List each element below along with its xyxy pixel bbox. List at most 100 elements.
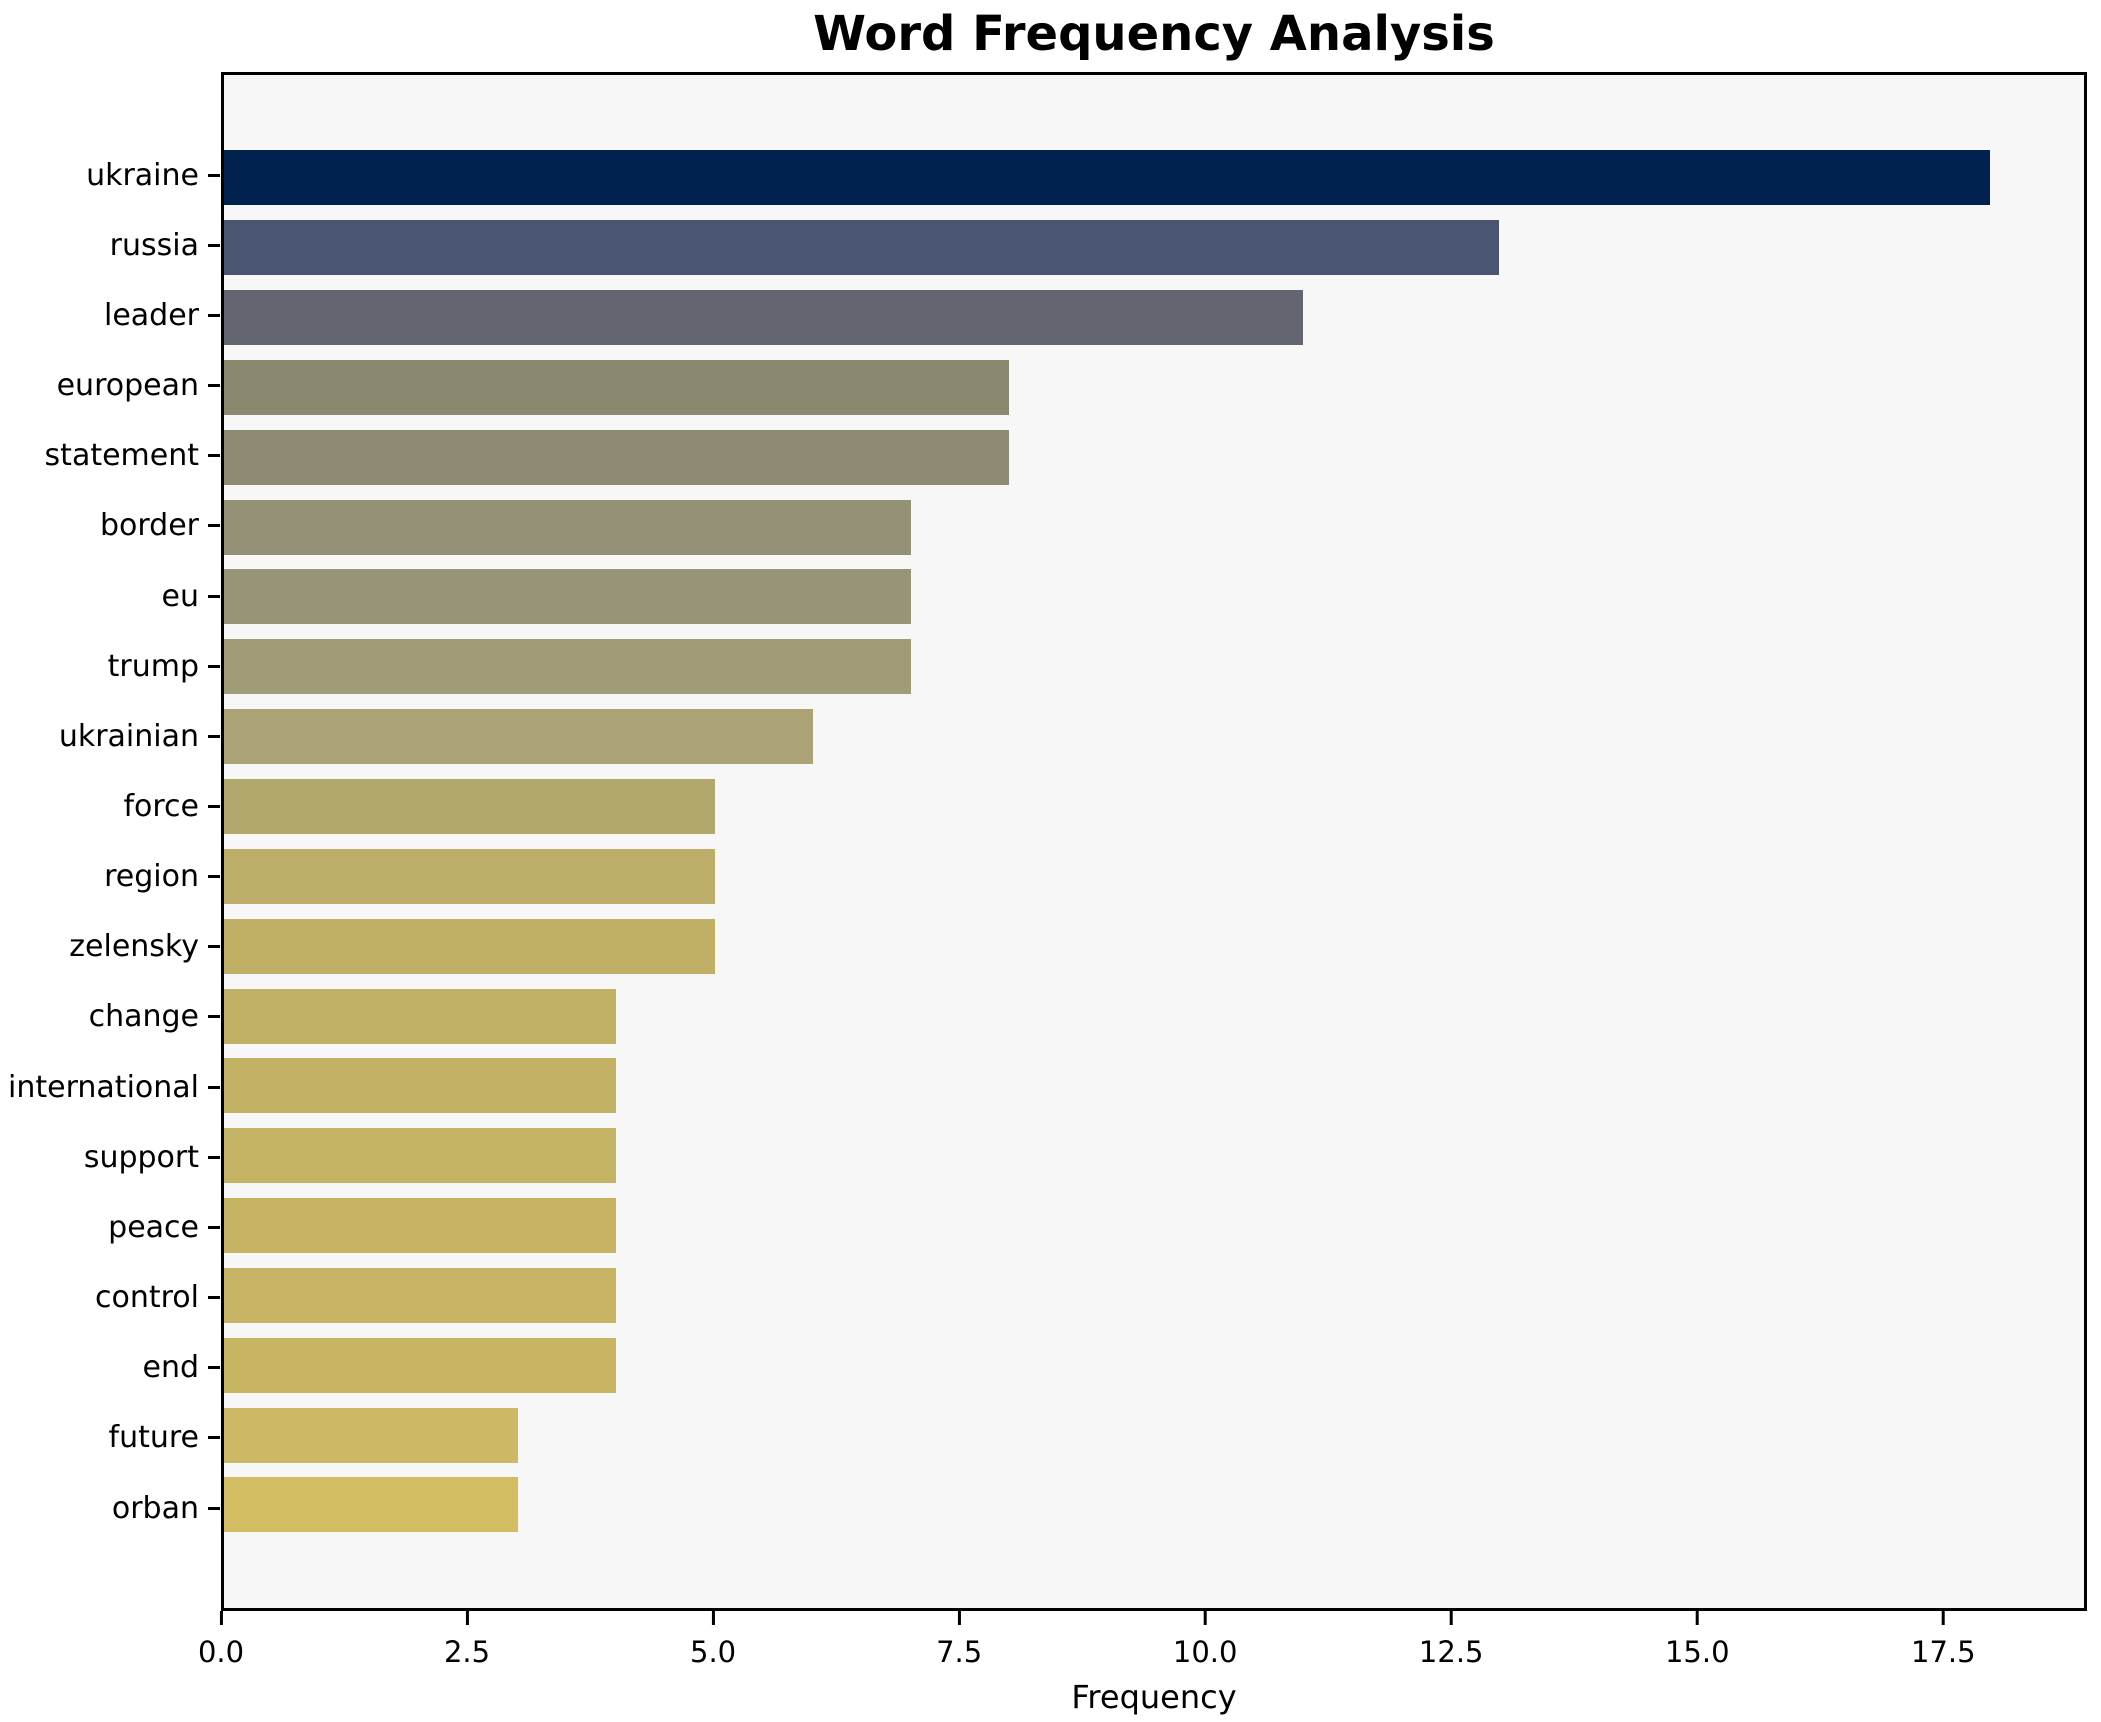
y-tick-label-force: force (123, 788, 199, 824)
y-tick-label-ukraine: ukraine (86, 157, 199, 193)
x-tick-mark (711, 1611, 715, 1625)
y-tick-row: international (0, 1052, 220, 1122)
x-tick: 2.5 (444, 1611, 490, 1669)
bar-ukrainian (224, 709, 813, 765)
y-tick-label-zelensky: zelensky (69, 929, 199, 965)
bar-rows (224, 75, 2084, 1608)
y-tick-mark (208, 664, 220, 668)
y-tick-row: ukrainian (0, 701, 220, 771)
y-tick-mark (208, 1296, 220, 1300)
bar-ukraine (224, 150, 1990, 206)
bar-change (224, 988, 617, 1044)
bar-international (224, 1058, 617, 1114)
x-tick-label: 7.5 (936, 1635, 983, 1669)
y-tick-mark (208, 945, 220, 949)
y-axis-labels: ukraine russia leader european statement bord… (0, 72, 220, 1611)
y-tick-row: zelensky (0, 912, 220, 982)
y-tick-label-leader: leader (103, 297, 199, 333)
bar-row (224, 562, 2084, 632)
bar-row (224, 422, 2084, 492)
y-tick-label-end: end (142, 1350, 199, 1386)
bar-row (224, 1191, 2084, 1261)
x-tick-mark (1449, 1611, 1453, 1625)
bar-row (224, 981, 2084, 1051)
bar-zelensky (224, 918, 715, 974)
y-tick-label-russia: russia (109, 227, 199, 263)
bar-row (224, 213, 2084, 283)
bar-row (224, 1121, 2084, 1191)
bar-end (224, 1337, 617, 1393)
y-tick-label-international: international (8, 1069, 199, 1105)
y-tick-mark (208, 1015, 220, 1019)
y-tick-row: region (0, 842, 220, 912)
bar-row (224, 632, 2084, 702)
bar-european (224, 359, 1009, 415)
y-tick-label-future: future (108, 1420, 199, 1456)
y-tick-row: ukraine (0, 140, 220, 210)
bar-row (224, 143, 2084, 213)
x-axis-title: Frequency (1071, 1678, 1237, 1716)
x-tick-mark (1203, 1611, 1207, 1625)
bar-statement (224, 429, 1009, 485)
y-tick-mark (208, 1225, 220, 1229)
y-tick-mark (208, 173, 220, 177)
y-tick-mark (208, 524, 220, 528)
x-tick-label: 5.0 (690, 1635, 737, 1669)
y-tick-mark (208, 384, 220, 388)
bar-orban (224, 1477, 519, 1533)
x-tick: 17.5 (1911, 1611, 1976, 1669)
x-tick: 12.5 (1419, 1611, 1484, 1669)
bar-row (224, 1470, 2084, 1540)
y-tick-mark (208, 243, 220, 247)
y-tick-row: end (0, 1333, 220, 1403)
y-tick-label-eu: eu (161, 578, 199, 614)
y-tick-mark (208, 734, 220, 738)
y-tick-label-peace: peace (108, 1209, 199, 1245)
bar-border (224, 499, 911, 555)
y-tick-row: eu (0, 561, 220, 631)
bar-row (224, 283, 2084, 353)
y-tick-mark (208, 594, 220, 598)
bar-row (224, 911, 2084, 981)
plot-area (221, 72, 2087, 1611)
x-tick: 7.5 (936, 1611, 982, 1669)
y-tick-row: support (0, 1122, 220, 1192)
y-tick-mark (208, 1436, 220, 1440)
y-tick-label-change: change (88, 999, 199, 1035)
x-tick-mark (465, 1611, 469, 1625)
y-tick-label-region: region (104, 859, 199, 895)
bar-row (224, 353, 2084, 423)
y-tick-mark (208, 1506, 220, 1510)
y-tick-row: leader (0, 280, 220, 350)
bar-control (224, 1267, 617, 1323)
y-tick-row: russia (0, 210, 220, 280)
x-tick-mark (219, 1611, 223, 1625)
x-tick-mark (1941, 1611, 1945, 1625)
bar-eu (224, 569, 911, 625)
bar-row (224, 492, 2084, 562)
x-axis-ticks: 0.0 2.5 5.0 7.5 10.0 12.5 15.0 17.5 (198, 1611, 2087, 1681)
x-tick-label: 2.5 (443, 1635, 491, 1669)
x-tick: 5.0 (690, 1611, 736, 1669)
bar-peace (224, 1198, 617, 1254)
bar-future (224, 1407, 519, 1463)
y-tick-row: trump (0, 631, 220, 701)
x-tick-mark (957, 1611, 961, 1625)
y-tick-row: european (0, 350, 220, 420)
x-tick: 10.0 (1173, 1611, 1237, 1669)
x-tick: 0.0 (198, 1611, 244, 1669)
bar-force (224, 779, 715, 835)
y-tick-mark (208, 1366, 220, 1370)
bar-row (224, 841, 2084, 911)
x-tick: 15.0 (1665, 1611, 1730, 1669)
bar-russia (224, 220, 1500, 276)
y-tick-label-control: control (95, 1280, 199, 1316)
y-tick-mark (208, 1155, 220, 1159)
y-tick-mark (208, 875, 220, 879)
x-tick-mark (1695, 1611, 1699, 1625)
bar-row (224, 1400, 2084, 1470)
bar-region (224, 848, 715, 904)
chart-title: Word Frequency Analysis (813, 6, 1495, 62)
y-tick-label-support: support (83, 1139, 199, 1175)
